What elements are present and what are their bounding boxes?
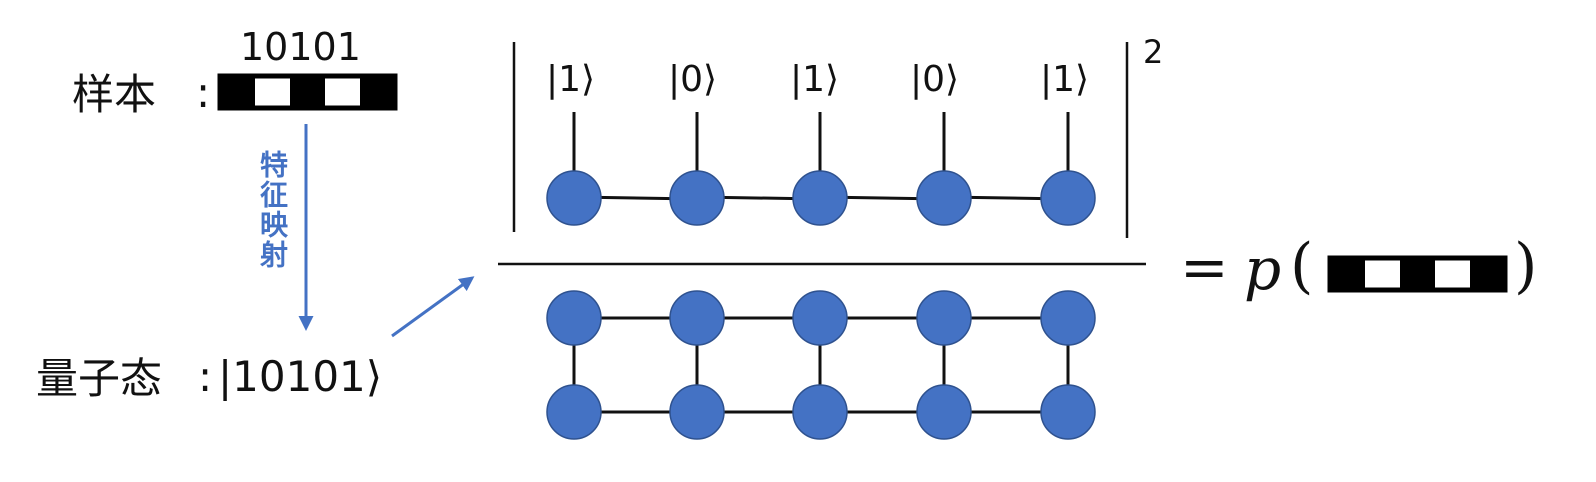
exponent: 2 (1143, 33, 1164, 71)
sample-colon: : (196, 68, 211, 117)
ket-label: |0⟩ (668, 59, 718, 100)
bit-cell (255, 76, 290, 108)
tensor-node (1040, 290, 1096, 346)
tensor-node (546, 290, 602, 346)
quantum-state-colon: : (198, 352, 213, 401)
ket-label: |1⟩ (546, 59, 596, 100)
diagonal-arrow (391, 276, 475, 338)
tensor-node (1040, 384, 1096, 440)
bit-cell (290, 76, 325, 108)
sample-bit-strip (217, 73, 398, 111)
bit-strip-border (1327, 255, 1508, 293)
tensor-node (792, 290, 848, 346)
feature-mapping-label: 特征映射 (256, 150, 289, 270)
tensor-node (1040, 170, 1096, 226)
equals-sign: = (1180, 233, 1229, 301)
ket-label: |1⟩ (790, 59, 840, 100)
tensor-node (669, 170, 725, 226)
close-paren: ) (1514, 231, 1538, 301)
sample-label: 样本 (72, 70, 157, 119)
ket-label: |1⟩ (1040, 59, 1090, 100)
numerator-tensor-network (546, 112, 1096, 226)
tensor-node (916, 170, 972, 226)
quantum-state-label: 量子态 (36, 354, 163, 403)
bit-cell (220, 76, 255, 108)
bit-cell (1365, 258, 1400, 290)
tensor-node (546, 170, 602, 226)
tensor-node (916, 290, 972, 346)
bit-cell (360, 76, 395, 108)
bit-cell (1330, 258, 1365, 290)
bit-strip-border (217, 73, 398, 111)
sample-bits-text: 10101 (240, 25, 361, 69)
quantum-state-ket: |10101⟩ (218, 352, 383, 401)
ket-label: |0⟩ (910, 59, 960, 100)
bit-cell (325, 76, 360, 108)
bit-cell (1470, 258, 1505, 290)
tensor-node (669, 384, 725, 440)
tensor-node (792, 384, 848, 440)
probability-symbol: p (1244, 235, 1282, 303)
result-bit-strip (1327, 255, 1508, 293)
tensor-node (916, 384, 972, 440)
open-paren: ( (1290, 231, 1314, 301)
tensor-node (546, 384, 602, 440)
bit-cell (1400, 258, 1435, 290)
bit-cell (1435, 258, 1470, 290)
tensor-node (792, 170, 848, 226)
denominator-tensor-network (546, 290, 1096, 440)
tensor-node (669, 290, 725, 346)
